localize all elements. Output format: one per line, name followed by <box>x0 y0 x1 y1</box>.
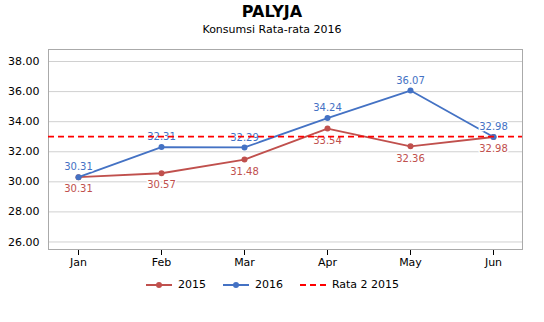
svg-text:30.00: 30.00 <box>8 175 40 188</box>
svg-text:Jun: Jun <box>484 256 502 269</box>
svg-text:32.29: 32.29 <box>230 132 259 143</box>
svg-text:34.00: 34.00 <box>8 115 40 128</box>
svg-text:36.00: 36.00 <box>8 85 40 98</box>
svg-text:32.31: 32.31 <box>147 131 176 143</box>
svg-text:32.36: 32.36 <box>396 153 425 164</box>
svg-text:32.98: 32.98 <box>479 143 508 154</box>
svg-text:Feb: Feb <box>152 256 171 269</box>
svg-text:May: May <box>399 256 422 269</box>
svg-text:26.00: 26.00 <box>8 236 40 249</box>
svg-text:30.31: 30.31 <box>64 161 93 172</box>
html-text:Konsumsi Rata-rata 2016: Konsumsi Rata-rata 2016 <box>202 23 342 36</box>
svg-text:36.07: 36.07 <box>396 75 425 86</box>
html-text:Rata 2 2015: Rata 2 2015 <box>331 278 400 291</box>
svg-text:34.24: 34.24 <box>313 102 342 113</box>
svg-text:30.31: 30.31 <box>64 183 93 194</box>
svg-text:30.57: 30.57 <box>147 179 176 190</box>
svg-text:31.48: 31.48 <box>230 166 259 177</box>
svg-text:Jan: Jan <box>69 256 87 269</box>
svg-text:Mar: Mar <box>234 256 255 269</box>
html-text:PALYJA: PALYJA <box>241 2 303 21</box>
svg-text:33.54: 33.54 <box>313 135 342 146</box>
html-text:2016: 2016 <box>254 278 283 291</box>
svg-text:32.00: 32.00 <box>8 145 40 158</box>
html-text:2015: 2015 <box>177 278 206 291</box>
svg-text:28.00: 28.00 <box>8 205 40 218</box>
svg-text:Apr: Apr <box>318 256 338 269</box>
svg-text:38.00: 38.00 <box>8 55 40 68</box>
svg-text:32.98: 32.98 <box>479 121 508 132</box>
